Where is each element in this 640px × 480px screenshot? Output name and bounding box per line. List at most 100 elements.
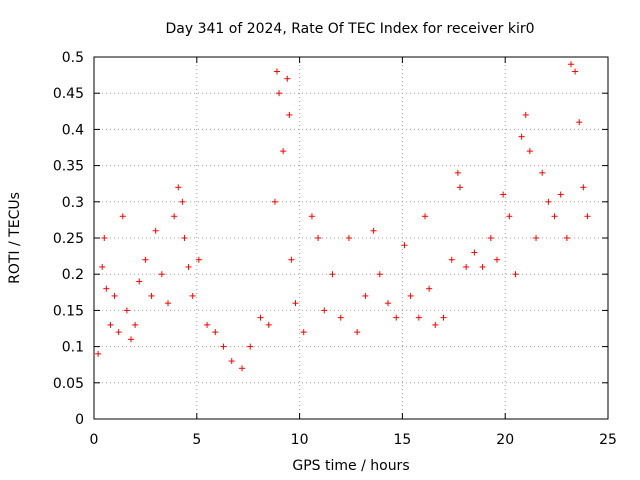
data-point bbox=[512, 271, 519, 278]
x-tick-label: 15 bbox=[393, 432, 411, 448]
data-point bbox=[165, 300, 172, 307]
data-point bbox=[329, 271, 336, 278]
data-point bbox=[288, 256, 295, 263]
data-point bbox=[181, 235, 188, 241]
data-point bbox=[354, 329, 361, 336]
data-point bbox=[132, 321, 139, 328]
y-tick-label: 0.5 bbox=[62, 50, 84, 66]
data-point bbox=[370, 227, 377, 234]
data-point bbox=[506, 213, 513, 220]
data-point bbox=[551, 213, 558, 220]
data-point bbox=[376, 271, 383, 278]
data-point bbox=[479, 263, 486, 270]
y-tick-label: 0.25 bbox=[53, 231, 84, 247]
y-tick-label: 0.15 bbox=[53, 303, 84, 319]
x-tick-label: 0 bbox=[90, 432, 99, 448]
data-points bbox=[95, 61, 591, 372]
data-point bbox=[228, 358, 235, 365]
y-tick-label: 0.4 bbox=[62, 122, 84, 138]
data-point bbox=[456, 184, 463, 191]
data-point bbox=[522, 111, 529, 118]
data-point bbox=[487, 235, 494, 241]
data-point bbox=[518, 133, 525, 140]
data-point bbox=[185, 263, 192, 270]
data-point bbox=[286, 111, 293, 118]
y-tick-label: 0.3 bbox=[62, 195, 84, 211]
data-point bbox=[179, 198, 186, 205]
data-point bbox=[407, 292, 414, 299]
data-point bbox=[580, 184, 587, 191]
data-point bbox=[204, 321, 211, 328]
data-point bbox=[265, 321, 272, 328]
data-point bbox=[385, 300, 392, 307]
chart-title: Day 341 of 2024, Rate Of TEC Index for r… bbox=[165, 21, 534, 37]
data-point bbox=[195, 256, 202, 263]
data-point bbox=[393, 314, 400, 321]
data-point bbox=[103, 285, 110, 292]
data-point bbox=[107, 321, 114, 328]
data-point bbox=[321, 307, 328, 314]
x-tick-label: 25 bbox=[599, 432, 617, 448]
data-point bbox=[158, 271, 165, 278]
data-point bbox=[463, 263, 470, 270]
data-point bbox=[572, 68, 579, 75]
data-point bbox=[171, 213, 178, 220]
data-point bbox=[280, 148, 287, 155]
data-point bbox=[220, 343, 227, 350]
data-point bbox=[567, 61, 574, 68]
data-point bbox=[128, 336, 135, 343]
x-axis-label: GPS time / hours bbox=[292, 458, 409, 474]
data-point bbox=[142, 256, 149, 263]
data-point bbox=[337, 314, 344, 321]
data-point bbox=[189, 292, 196, 299]
data-point bbox=[426, 285, 433, 292]
data-point bbox=[539, 169, 546, 176]
data-point bbox=[271, 198, 278, 205]
x-tick-label: 20 bbox=[496, 432, 514, 448]
data-point bbox=[175, 184, 182, 191]
y-tick-label: 0 bbox=[75, 412, 84, 428]
data-point bbox=[308, 213, 315, 220]
data-point bbox=[448, 256, 455, 263]
data-point bbox=[115, 329, 122, 336]
y-tick-label: 0.35 bbox=[53, 159, 84, 175]
data-point bbox=[95, 350, 102, 357]
y-tick-label: 0.2 bbox=[62, 267, 84, 283]
data-point bbox=[500, 191, 507, 198]
data-point bbox=[454, 169, 461, 176]
data-point bbox=[284, 75, 291, 82]
data-point bbox=[123, 307, 130, 314]
data-point bbox=[471, 249, 478, 256]
data-point bbox=[440, 314, 447, 321]
data-point bbox=[362, 292, 369, 299]
data-point bbox=[432, 321, 439, 328]
y-tick-label: 0.45 bbox=[53, 86, 84, 102]
plot-frame bbox=[93, 56, 609, 420]
x-tick-label: 10 bbox=[291, 432, 309, 448]
y-tick-label: 0.05 bbox=[53, 376, 84, 392]
y-axis-label: ROTI / TECUs bbox=[7, 192, 23, 284]
data-point bbox=[273, 68, 280, 75]
data-point bbox=[315, 235, 322, 241]
data-point bbox=[257, 314, 264, 321]
data-point bbox=[239, 365, 246, 372]
data-point bbox=[292, 300, 299, 307]
data-point bbox=[415, 314, 422, 321]
data-point bbox=[557, 191, 564, 198]
y-tick-label: 0.1 bbox=[62, 340, 84, 356]
data-point bbox=[276, 90, 283, 97]
axis-ticks: 0 0.05 0.1 0.15 0.2 0.25 0.3 0.35 0.4 0.45 0.5 0 5 10… bbox=[53, 50, 617, 448]
data-point bbox=[422, 213, 429, 220]
data-point bbox=[247, 343, 254, 350]
data-point bbox=[545, 198, 552, 205]
data-point bbox=[345, 235, 352, 241]
data-point bbox=[99, 263, 106, 270]
data-point bbox=[212, 329, 219, 336]
data-point bbox=[148, 292, 155, 299]
data-point bbox=[401, 242, 408, 249]
data-point bbox=[526, 148, 533, 155]
data-point bbox=[119, 213, 126, 220]
data-point bbox=[493, 256, 500, 263]
data-point bbox=[111, 292, 118, 299]
